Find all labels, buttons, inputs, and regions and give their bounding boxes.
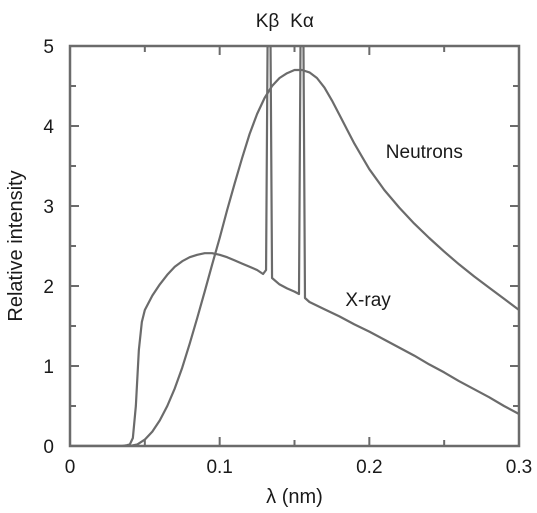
x-axis-label: λ (nm) — [266, 486, 323, 508]
y-tick-label: 2 — [43, 277, 54, 298]
tick-labels: 0 0.1 0.2 0.3 0 1 2 3 4 5 — [43, 37, 532, 478]
series-layer — [70, 46, 519, 446]
y-tick-label: 3 — [43, 197, 54, 218]
x-tick-label: 0 — [65, 457, 76, 478]
y-tick-label: 1 — [43, 357, 54, 378]
series-line-neutrons — [70, 68, 519, 446]
y-tick-label: 5 — [43, 37, 54, 58]
peak-label: Kα — [290, 11, 314, 32]
x-tick-label: 0.2 — [356, 457, 382, 478]
y-tick-label: 4 — [43, 117, 54, 138]
x-tick-label: 0.3 — [506, 457, 532, 478]
series-label-x-ray: X-ray — [345, 290, 391, 311]
peak-annotations: Kβ Kα — [256, 11, 314, 32]
plot-frame — [68, 44, 521, 448]
series-label-neutrons: Neutrons — [386, 142, 463, 163]
peak-label: Kβ — [256, 11, 280, 32]
y-axis-label: Relative intensity — [5, 170, 27, 321]
x-tick-label: 0.1 — [206, 457, 232, 478]
series-labels: Neutrons X-ray — [345, 142, 463, 311]
series-line-x-ray — [70, 46, 519, 446]
y-tick-label: 0 — [43, 437, 54, 458]
